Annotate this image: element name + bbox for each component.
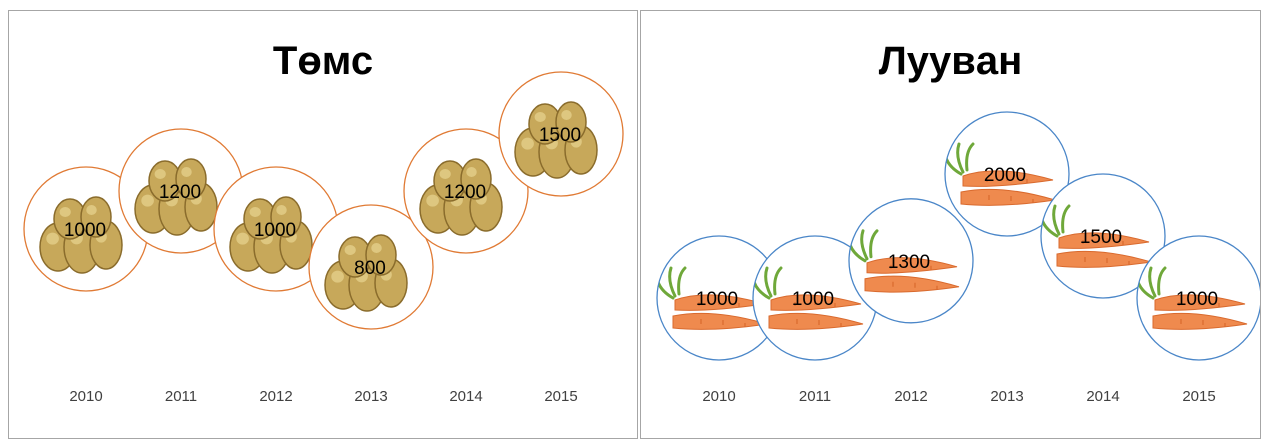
data-label: 800 (354, 258, 386, 279)
x-tick-label: 2013 (354, 388, 387, 405)
data-label: 1000 (64, 220, 106, 241)
data-label: 1500 (539, 125, 581, 146)
data-point-marker (308, 204, 434, 330)
potato-chart-panel: Төмс 2010 2011 2012 2013 2014 2015 1000 1200 100… (8, 10, 638, 439)
data-label: 1200 (159, 182, 201, 203)
potato-picture (134, 158, 218, 236)
data-point-marker (498, 71, 624, 197)
data-label: 1200 (444, 182, 486, 203)
data-label: 1500 (1080, 227, 1122, 248)
data-label: 1300 (888, 252, 930, 273)
potato-picture (514, 101, 598, 179)
x-tick-label: 2010 (69, 388, 102, 405)
carrot-chart-plot: 2010 2011 2012 2013 2014 2015 1000 1000 1300 2000… (656, 111, 1260, 405)
carrot-picture (1137, 266, 1248, 330)
x-tick-label: 2014 (449, 388, 482, 405)
data-point-marker (403, 128, 529, 254)
x-tick-label: 2011 (165, 388, 197, 405)
potato-picture (419, 158, 503, 236)
x-tick-label: 2011 (799, 388, 831, 405)
x-tick-label: 2012 (894, 388, 927, 405)
x-tick-label: 2012 (259, 388, 292, 405)
data-label: 1000 (792, 289, 834, 310)
carrot-picture (849, 229, 960, 293)
data-point-marker (1136, 235, 1260, 361)
carrot-chart-panel: Луувaн 2010 2011 2012 2013 2014 2015 1000 1000 1… (640, 10, 1261, 439)
data-label: 1000 (696, 289, 738, 310)
data-point-marker (213, 166, 339, 292)
x-tick-label: 2014 (1086, 388, 1119, 405)
data-point-marker (848, 198, 974, 324)
carrot-chart-title: Луувaн (878, 39, 1023, 83)
potato-picture (39, 196, 123, 274)
data-label: 2000 (984, 165, 1026, 186)
potato-picture (229, 196, 313, 274)
carrot-picture (945, 142, 1056, 206)
x-tick-label: 2013 (990, 388, 1023, 405)
potato-chart-title: Төмс (272, 39, 374, 83)
x-tick-label: 2015 (1182, 388, 1215, 405)
data-point-marker (118, 128, 244, 254)
x-tick-label: 2010 (702, 388, 735, 405)
potato-chart-plot: 2010 2011 2012 2013 2014 2015 1000 1200 1000 800 1… (23, 71, 624, 405)
potato-picture (324, 234, 408, 312)
carrot-picture (753, 266, 864, 330)
data-point-marker (23, 166, 149, 292)
data-point-marker (944, 111, 1070, 237)
x-tick-label: 2015 (544, 388, 577, 405)
data-label: 1000 (1176, 289, 1218, 310)
data-label: 1000 (254, 220, 296, 241)
data-point-marker (752, 235, 878, 361)
